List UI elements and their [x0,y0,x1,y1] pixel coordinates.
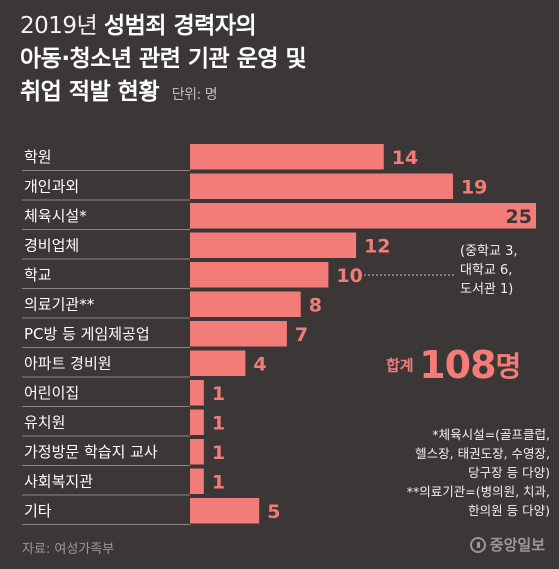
title-line1: 성범죄 경력자의 [104,13,257,39]
bar [190,468,204,494]
category-label: 개인과외 [24,178,79,196]
bar [190,350,246,376]
category-label: 아파트 경비원 [24,355,112,373]
bar [190,380,204,406]
school-note-line: 대학교 6, [460,263,513,278]
value-label: 7 [295,324,308,346]
footnote-line: 한의원 등 다양) [468,503,550,518]
logo-mark-icon [469,536,486,553]
category-label: 의료기관** [24,296,95,314]
value-label: 1 [212,383,225,405]
value-label: 25 [506,206,532,228]
bar [190,173,453,199]
title-line2: 아동·청소년 관련 기관 운영 및 [20,46,307,72]
bar [190,498,260,524]
total-label: 합계 [386,356,414,375]
value-label: 1 [212,442,225,464]
logo-text: 중앙일보 [489,536,545,554]
value-label: 14 [392,147,418,169]
category-label: 가정방문 학습지 교사 [24,443,158,461]
title-year: 2019년 [20,13,98,39]
value-label: 1 [212,472,225,494]
value-label: 19 [461,177,487,199]
footnote-line: *체육시설=(골프클럽, [432,427,550,442]
bar [190,439,204,465]
value-label: 8 [309,295,322,317]
title-line3: 취업 적발 현황 [20,79,159,105]
bar [190,291,301,317]
school-note-line: 도서관 1) [460,282,514,297]
publisher-logo: 중앙일보 [469,534,545,555]
chart-title: 2019년 성범죄 경력자의 아동·청소년 관련 기관 운영 및 취업 적발 현… [20,10,550,112]
total-value: 108 [419,343,496,387]
category-label: 체육시설* [24,207,87,225]
category-label: 사회복지관 [24,473,93,491]
category-label: 학원 [24,148,52,166]
school-note: (중학교 3, 대학교 6, 도서관 1) [460,242,518,299]
total-summary: 합계 108명 [386,343,521,387]
category-label: 경비업체 [24,237,79,255]
bar [190,321,287,347]
category-label: PC방 등 게임제공업 [24,325,150,343]
bar [190,409,204,435]
unit-label: 단위: 명 [171,87,218,103]
value-label: 4 [253,354,266,376]
bar [190,262,329,288]
value-label: 5 [267,501,280,523]
bar [190,232,357,258]
footnote-line: 당구장 등 다양) [468,465,550,480]
category-label: 어린이집 [24,384,79,402]
bar [190,144,384,170]
value-label: 1 [212,413,225,435]
school-note-line: (중학교 3, [460,244,518,259]
footnotes: *체육시설=(골프클럽, 헬스장, 태권도장, 수영장, 당구장 등 다양) *… [345,425,550,520]
total-unit: 명 [495,350,522,383]
footnote-line: **의료기관=(병의원, 치과, [406,484,550,499]
category-label: 학교 [24,266,52,284]
footnote-line: 헬스장, 태권도장, 수영장, [415,446,550,461]
value-label: 12 [364,236,390,258]
category-label: 기타 [24,502,52,520]
source-text: 자료: 여성가족부 [22,542,115,557]
category-label: 유치원 [24,414,65,432]
bar [190,203,536,229]
value-label: 10 [336,265,362,287]
